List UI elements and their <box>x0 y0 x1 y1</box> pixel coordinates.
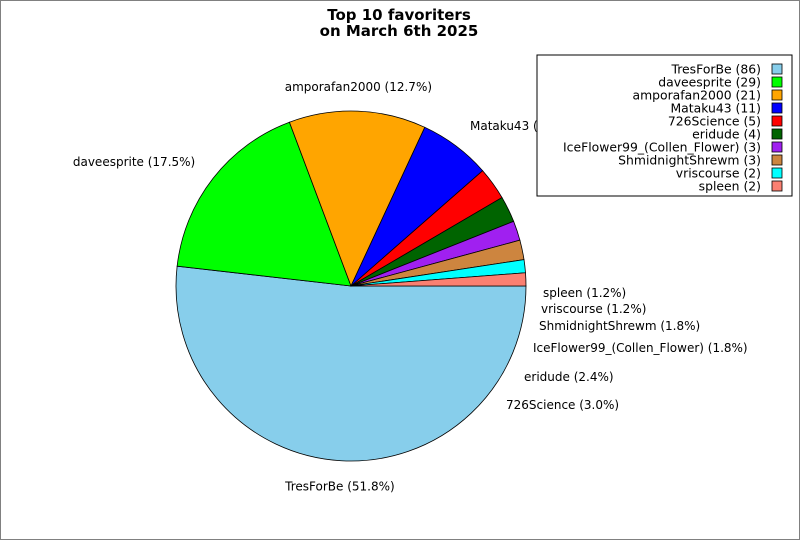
legend-swatch-vriscourse <box>771 167 783 179</box>
slice-label-daveesprite: daveesprite (17.5%) <box>73 155 195 169</box>
slice-label-amporafan2000: amporafan2000 (12.7%) <box>285 80 432 94</box>
legend-swatch-amporafan2000 <box>771 89 783 101</box>
legend-swatch-daveesprite <box>771 76 783 88</box>
legend-swatch-spleen <box>771 180 783 192</box>
pie-slices <box>175 110 527 462</box>
pie-slice-daveesprite <box>176 121 352 287</box>
legend-swatch-shmidnightshrewm <box>771 154 783 166</box>
legend-swatch-eridude <box>771 128 783 140</box>
legend-swatch-mataku43 <box>771 102 783 114</box>
legend-box <box>536 54 793 197</box>
legend-label-spleen: spleen (2) <box>699 179 761 194</box>
slice-label-tresforbe: TresForBe (51.8%) <box>284 480 395 494</box>
pie-slice-amporafan2000 <box>288 110 426 288</box>
legend: TresForBe (86)daveesprite (29)amporafan2… <box>536 54 793 197</box>
pie-labels: TresForBe (51.8%) daveesprite (17.5%) ampo… <box>73 80 748 494</box>
slice-label-shmidnightshrewm: ShmidnightShrewm (1.8%) <box>539 319 700 333</box>
legend-label-vriscourse: vriscourse (2) <box>676 166 761 181</box>
legend-label-tresforbe: TresForBe (86) <box>670 62 761 77</box>
legend-swatch-iceflower99-collen-flower <box>771 141 783 153</box>
legend-label-daveesprite: daveesprite (29) <box>658 75 761 90</box>
chart-title-line-2: on March 6th 2025 <box>320 22 479 40</box>
legend-swatch-726science <box>771 115 783 127</box>
legend-label-shmidnightshrewm: ShmidnightShrewm (3) <box>618 153 761 168</box>
slice-label-spleen: spleen (1.2%) <box>543 286 626 300</box>
legend-label-iceflower99-collen-flower: IceFlower99_(Collen_Flower) (3) <box>563 140 761 155</box>
slice-label-726science: 726Science (3.0%) <box>506 398 619 412</box>
legend-label-726science: 726Science (5) <box>668 114 761 129</box>
slice-label-iceflower99-collen-flower: IceFlower99_(Collen_Flower) (1.8%) <box>533 341 748 355</box>
pie-slice-tresforbe <box>175 265 527 462</box>
slice-label-eridude: eridude (2.4%) <box>524 370 614 384</box>
legend-label-mataku43: Mataku43 (11) <box>670 101 761 116</box>
pie-slice-spleen <box>350 272 527 287</box>
legend-label-amporafan2000: amporafan2000 (21) <box>632 88 761 103</box>
legend-swatch-tresforbe <box>771 63 783 75</box>
chart-title-line-1: Top 10 favoriters <box>327 6 471 24</box>
slice-label-vriscourse: vriscourse (1.2%) <box>541 302 646 316</box>
legend-label-eridude: eridude (4) <box>692 127 761 142</box>
